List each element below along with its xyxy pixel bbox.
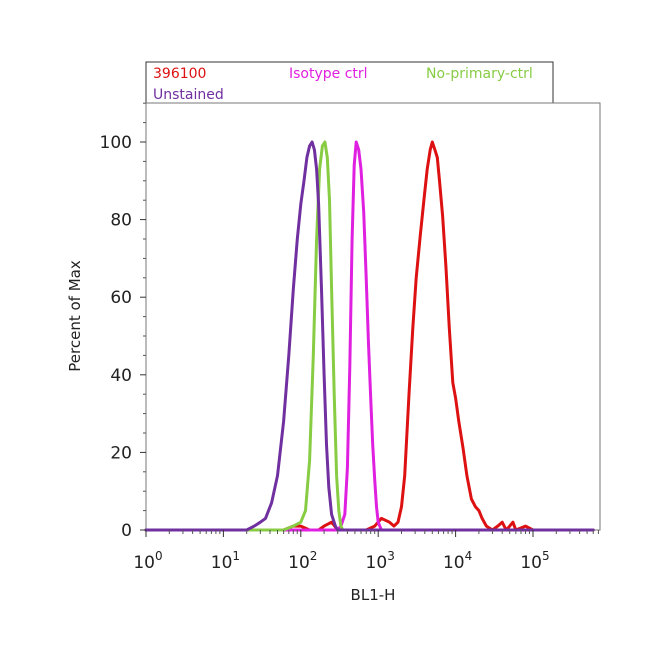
x-tick-base: 10 [366,553,388,573]
y-tick-label: 0 [121,521,132,541]
series-line-2 [144,140,595,532]
y-tick-label: 40 [110,366,132,386]
x-tick-base: 10 [443,553,465,573]
x-tick-exponent: 4 [465,549,473,563]
x-tick-label: 101 [211,549,240,573]
x-tick-label: 103 [366,549,395,573]
x-tick-base: 10 [520,553,542,573]
series-lines [144,140,595,532]
x-tick-base: 10 [211,553,233,573]
legend-item: 396100 [153,66,206,82]
legend-item: Unstained [153,87,224,103]
legend-item: No-primary-ctrl [426,66,533,82]
x-axis-label: BL1-H [351,586,396,604]
legend: 396100 Isotype ctrl No-primary-ctrl Unstain… [153,66,533,103]
y-tick-label: 20 [110,443,132,463]
x-tick-label: 104 [443,549,472,573]
x-tick-exponent: 1 [232,549,240,563]
x-tick-label: 102 [288,549,317,573]
series-line-3 [144,140,595,532]
series-line-1 [144,140,595,532]
y-tick-label: 60 [110,288,132,308]
x-tick-exponent: 0 [155,549,163,563]
x-tick-base: 10 [288,553,310,573]
y-tick-label: 80 [110,211,132,231]
legend-box [145,61,554,104]
x-tick-exponent: 2 [310,549,318,563]
x-tick-exponent: 3 [387,549,395,563]
x-tick-base: 10 [133,553,155,573]
y-axis-label: Percent of Max [66,260,84,372]
x-tick-label: 105 [520,549,549,573]
x-tick-label: 100 [133,549,162,573]
x-tick-exponent: 5 [542,549,550,563]
y-tick-label: 100 [100,133,132,153]
legend-item: Isotype ctrl [289,66,368,82]
